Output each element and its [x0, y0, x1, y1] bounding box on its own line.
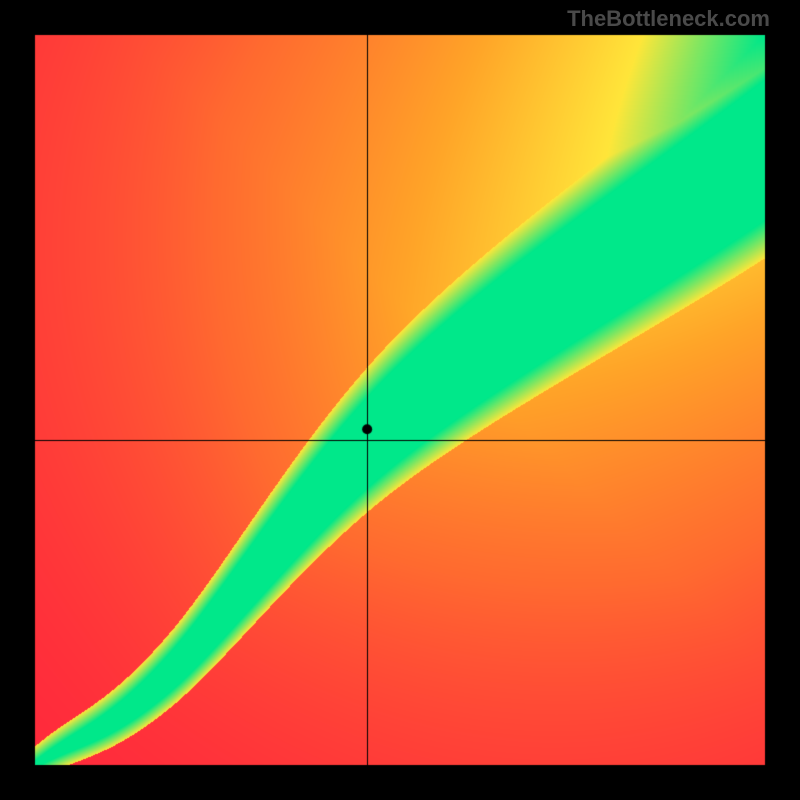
- watermark-text: TheBottleneck.com: [567, 6, 770, 32]
- heatmap-canvas: [0, 0, 800, 800]
- chart-container: { "canvas": { "width": 800, "height": 80…: [0, 0, 800, 800]
